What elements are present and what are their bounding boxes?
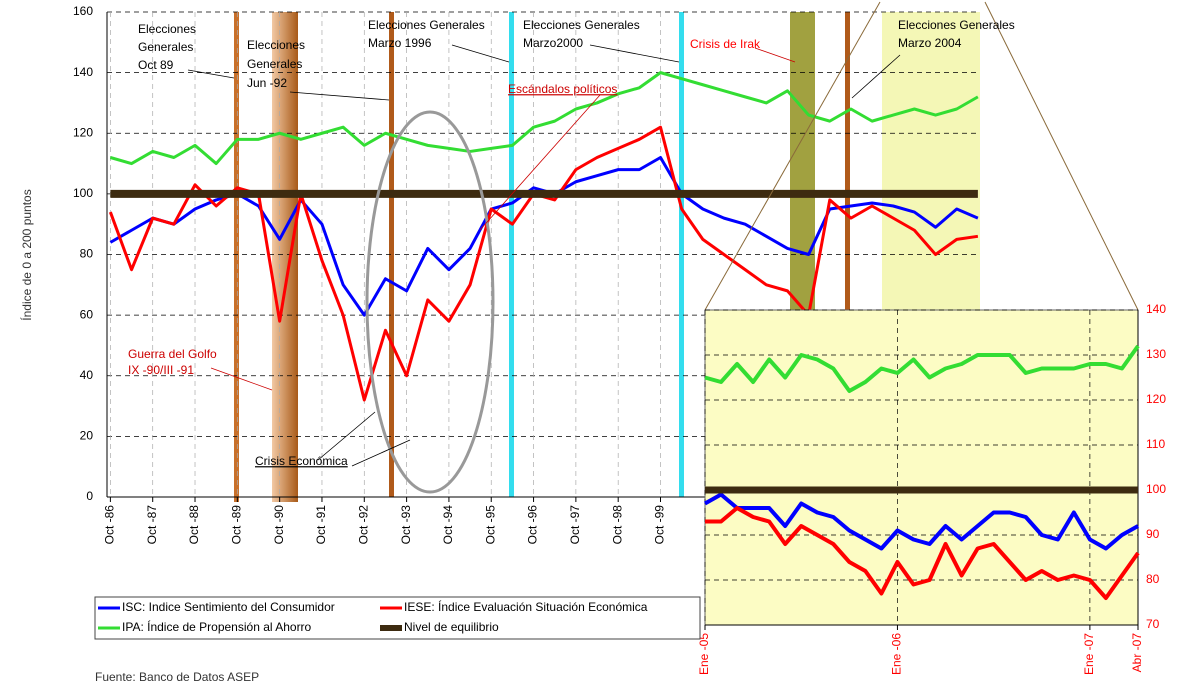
annotation: Elecciones Generales xyxy=(368,18,485,32)
y-tick-label: 60 xyxy=(80,307,94,321)
x-tick-label: Oct -95 xyxy=(483,505,497,545)
annotation: Generales xyxy=(247,57,302,71)
x-tick-label: Abr -07 xyxy=(1130,633,1144,673)
annotation: Elecciones Generales xyxy=(898,18,1015,32)
x-tick-label: Oct -86 xyxy=(103,505,117,545)
y-tick-label: 100 xyxy=(1146,482,1166,496)
y-tick-label: 140 xyxy=(1146,302,1166,316)
x-tick-label: Oct -98 xyxy=(610,505,624,545)
x-tick-label: Oct -87 xyxy=(145,505,159,545)
y-tick-label: 80 xyxy=(80,247,94,261)
x-tick-label: Ene -06 xyxy=(890,633,904,675)
y-tick-label: 130 xyxy=(1146,347,1166,361)
y-tick-label: 120 xyxy=(73,125,93,139)
annotation: Elecciones xyxy=(247,38,305,52)
y-tick-label: 70 xyxy=(1146,617,1160,631)
y-tick-label: 120 xyxy=(1146,392,1166,406)
x-tick-label: Oct -89 xyxy=(230,505,244,545)
annotation: Crisis Económica xyxy=(255,454,348,468)
x-tick-label: Oct -96 xyxy=(526,505,540,545)
source: Fuente: Banco de Datos ASEP xyxy=(95,670,259,684)
legend-label: ISC: Indice Sentimiento del Consumidor xyxy=(122,600,335,614)
y-tick-label: 0 xyxy=(86,489,93,503)
annotation: Generales xyxy=(138,40,193,54)
page: 0 20 40 60 80 100 120 140 160 Oct -86 Oct -87 Oct -… xyxy=(0,0,1187,693)
x-tick-label: Oct -97 xyxy=(568,505,582,545)
annotation: Marzo 1996 xyxy=(368,36,432,50)
x-tick-label: Oct -91 xyxy=(314,505,328,545)
y-tick-label: 160 xyxy=(73,4,93,18)
x-tick-label: Oct -88 xyxy=(187,505,201,545)
y-tick-label: 40 xyxy=(80,368,94,382)
annotation: Jun -92 xyxy=(247,76,287,90)
x-tick-label: Oct -99 xyxy=(653,505,667,545)
y-tick-label: 80 xyxy=(1146,572,1160,586)
annotation: Marzo2000 xyxy=(523,36,583,50)
annotation: Marzo 2004 xyxy=(898,36,962,50)
annotation: Escándalos políticos xyxy=(508,82,617,96)
y-tick-label: 110 xyxy=(1146,437,1165,451)
annotation: Crisis de Irak xyxy=(690,37,761,51)
y-tick-label: 140 xyxy=(73,65,93,79)
annotation: Elecciones Generales xyxy=(523,18,640,32)
y-tick-label: 20 xyxy=(80,429,94,443)
annotation: Oct 89 xyxy=(138,58,174,72)
x-tick-label: Oct -93 xyxy=(399,505,413,545)
legend-label: IPA: Índice de Propensión al Ahorro xyxy=(122,619,312,634)
chart: 0 20 40 60 80 100 120 140 160 Oct -86 Oct -87 Oct -… xyxy=(0,0,1187,693)
x-tick-label: Oct -94 xyxy=(441,505,455,545)
annotation: IX -90/III -91 xyxy=(128,363,194,377)
annotation: Elecciones xyxy=(138,22,196,36)
y-tick-label: 90 xyxy=(1146,527,1160,541)
legend-label: Nivel de equilibrio xyxy=(404,620,499,634)
band xyxy=(234,12,239,502)
y-axis-label: Índice de 0 a 200 puntos xyxy=(19,189,34,320)
x-tick-label: Oct -92 xyxy=(356,505,370,545)
y-tick-label: 100 xyxy=(73,186,93,200)
annotation: Guerra del Golfo xyxy=(128,347,217,361)
x-tick-label: Oct -90 xyxy=(272,505,286,545)
legend-label: IESE: Índice Evaluación Situación Económ… xyxy=(404,599,648,614)
x-tick-label: Ene -07 xyxy=(1082,633,1096,675)
